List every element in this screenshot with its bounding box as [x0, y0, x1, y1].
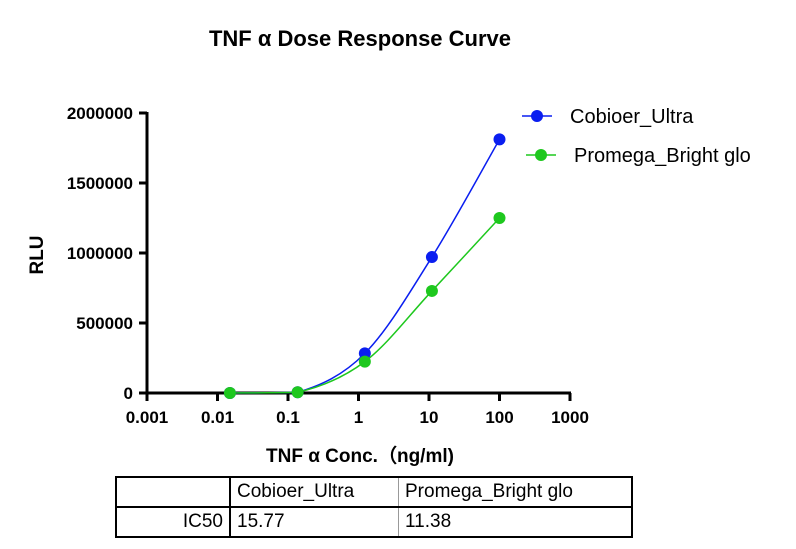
- ic50-cobioer: 15.77: [229, 506, 399, 538]
- y-tick-label: 500000: [76, 314, 133, 333]
- chart-title: TNF α Dose Response Curve: [209, 26, 511, 51]
- table-header-cobioer: Cobioer_Ultra: [229, 476, 399, 508]
- y-tick-label: 1000000: [67, 244, 133, 263]
- table-header-row: Cobioer_Ultra Promega_Bright glo: [115, 476, 633, 508]
- data-point: [493, 212, 506, 224]
- data-point: [425, 284, 438, 297]
- y-tick-label: 1500000: [67, 174, 133, 193]
- legend-marker: [535, 149, 547, 161]
- table-row: IC50 15.77 11.38: [115, 506, 633, 538]
- x-tick-label: 10: [420, 408, 439, 427]
- data-point: [291, 386, 304, 399]
- data-point: [493, 133, 506, 146]
- table-cell: [115, 476, 231, 508]
- y-axis-label: RLU: [27, 235, 48, 274]
- data-point: [223, 387, 236, 399]
- x-tick-label: 1: [354, 408, 363, 427]
- x-axis-label: TNF α Conc.（ng/ml): [266, 444, 454, 467]
- y-tick-label: 0: [124, 384, 133, 403]
- legend-label: Cobioer_Ultra: [570, 106, 694, 128]
- x-tick-label: 0.001: [126, 408, 169, 427]
- dose-response-chart: TNF α Dose Response Curve RLU TNF α Conc…: [27, 26, 751, 467]
- x-tick-label: 1000: [551, 408, 589, 427]
- legend-label: Promega_Bright glo: [574, 145, 751, 167]
- table-header-promega: Promega_Bright glo: [398, 476, 633, 508]
- x-tick-label: 100: [485, 408, 513, 427]
- y-tick-label: 2000000: [67, 104, 133, 123]
- legend-marker: [531, 110, 543, 122]
- ic50-promega: 11.38: [398, 506, 633, 538]
- data-point: [358, 347, 371, 360]
- data-point: [425, 251, 438, 264]
- x-tick-label: 0.1: [276, 408, 300, 427]
- row-label: IC50: [115, 506, 231, 538]
- data-point: [358, 355, 371, 368]
- ic50-table: Cobioer_Ultra Promega_Bright glo IC50 15…: [115, 476, 633, 538]
- x-tick-label: 0.01: [201, 408, 234, 427]
